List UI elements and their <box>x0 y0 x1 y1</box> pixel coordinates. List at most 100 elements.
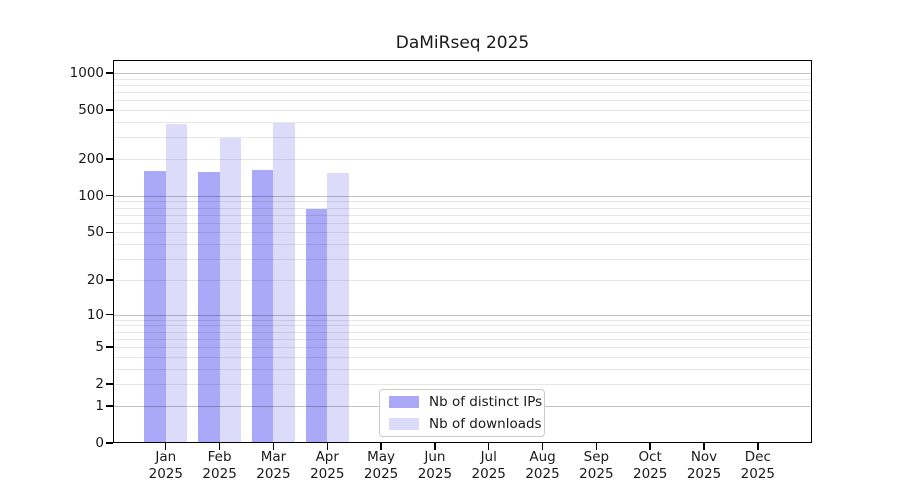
x-tick-label: May 2025 <box>349 449 413 483</box>
x-tick-label: Jul 2025 <box>457 449 521 483</box>
minor-gridline <box>113 259 812 261</box>
minor-gridline <box>113 137 812 139</box>
minor-gridline <box>113 158 812 160</box>
y-tick-label: 0 <box>95 435 104 451</box>
minor-gridline <box>113 368 812 370</box>
minor-gridline <box>113 331 812 333</box>
x-tick-year: 2025 <box>417 466 453 482</box>
y-tick-mark <box>106 195 113 197</box>
x-tick-label: Sep 2025 <box>564 449 628 483</box>
y-tick-mark <box>106 231 113 234</box>
x-tick-month: Sep <box>583 449 610 465</box>
legend-swatch-distinct-ips <box>389 396 419 408</box>
minor-gridline <box>113 244 812 246</box>
x-tick-mark <box>380 443 382 450</box>
x-tick-mark <box>326 443 328 450</box>
legend-item-downloads: Nb of downloads <box>389 416 542 432</box>
minor-gridline <box>113 92 812 94</box>
minor-gridline <box>113 121 812 123</box>
x-tick-label: Feb 2025 <box>188 449 252 483</box>
y-tick-mark <box>106 72 113 74</box>
y-tick-label: 20 <box>86 271 104 288</box>
legend-label-distinct-ips: Nb of distinct IPs <box>429 394 543 410</box>
x-tick-mark <box>595 443 598 450</box>
x-tick-label: Nov 2025 <box>672 449 736 483</box>
x-tick-year: 2025 <box>310 466 345 482</box>
x-tick-month: Jun <box>424 449 446 465</box>
x-tick-mark <box>272 443 275 450</box>
y-tick-label: 50 <box>86 224 104 241</box>
legend-item-distinct-ips: Nb of distinct IPs <box>389 394 542 410</box>
x-tick-month: Dec <box>744 449 771 465</box>
x-tick-label: Apr 2025 <box>295 449 359 483</box>
x-tick-month: May <box>367 449 396 465</box>
legend-label-downloads: Nb of downloads <box>429 416 542 432</box>
y-tick-label: 500 <box>78 102 104 119</box>
bar-distinct-ips-jan <box>144 170 166 443</box>
x-tick-year: 2025 <box>256 466 291 482</box>
x-tick-year: 2025 <box>202 466 237 482</box>
chart-title: DaMiRseq 2025 <box>395 33 530 53</box>
minor-gridline <box>113 319 812 321</box>
x-tick-mark <box>165 443 167 450</box>
bar-downloads-apr <box>327 172 349 443</box>
minor-gridline <box>113 232 812 234</box>
major-gridline <box>113 72 812 74</box>
x-tick-label: Jun 2025 <box>403 449 467 483</box>
minor-gridline <box>113 110 812 112</box>
x-tick-year: 2025 <box>740 466 775 482</box>
y-tick-label: 200 <box>78 150 104 167</box>
minor-gridline <box>113 384 812 386</box>
y-tick-mark <box>106 346 113 348</box>
x-tick-month: Jan <box>155 449 177 465</box>
minor-gridline <box>113 214 812 216</box>
x-tick-year: 2025 <box>579 466 614 482</box>
x-tick-year: 2025 <box>632 466 668 482</box>
x-tick-year: 2025 <box>525 466 560 482</box>
x-tick-mark <box>434 443 436 450</box>
x-tick-month: Jul <box>480 449 497 465</box>
bar-downloads-feb <box>219 138 241 443</box>
y-tick-label: 1 <box>95 397 104 414</box>
x-tick-month: Oct <box>638 449 662 465</box>
x-tick-label: Dec 2025 <box>726 449 790 483</box>
legend: Nb of distinct IPs Nb of downloads <box>379 389 545 437</box>
bar-downloads-mar <box>273 123 295 443</box>
x-tick-mark <box>541 443 544 450</box>
x-tick-year: 2025 <box>148 466 183 482</box>
x-tick-month: Nov <box>690 449 718 465</box>
x-tick-month: Aug <box>529 449 556 465</box>
x-tick-year: 2025 <box>686 466 722 482</box>
bar-distinct-ips-mar <box>252 169 274 443</box>
y-tick-label: 5 <box>95 339 104 356</box>
x-tick-label: Oct 2025 <box>618 449 682 483</box>
x-tick-mark <box>703 443 705 450</box>
x-tick-mark <box>649 443 651 450</box>
minor-gridline <box>113 78 812 80</box>
bar-distinct-ips-feb <box>198 171 220 443</box>
y-tick-label: 1000 <box>69 64 104 81</box>
x-tick-mark <box>488 443 490 450</box>
major-gridline <box>113 314 812 316</box>
x-tick-month: Mar <box>260 449 287 465</box>
minor-gridline <box>113 279 812 281</box>
minor-gridline <box>113 325 812 327</box>
minor-gridline <box>113 100 812 102</box>
bar-downloads-jan <box>165 123 188 443</box>
y-tick-mark <box>106 405 113 407</box>
y-tick-mark <box>106 279 113 281</box>
legend-swatch-downloads <box>389 418 419 430</box>
x-tick-label: Mar 2025 <box>241 449 305 483</box>
minor-gridline <box>113 201 812 203</box>
y-tick-label: 2 <box>95 376 104 393</box>
x-tick-label: Aug 2025 <box>511 449 575 483</box>
minor-gridline <box>113 347 812 349</box>
x-tick-mark <box>757 443 759 450</box>
y-tick-mark <box>106 158 113 160</box>
x-tick-year: 2025 <box>471 466 506 482</box>
x-tick-month: Apr <box>315 449 339 465</box>
minor-gridline <box>113 338 812 340</box>
y-tick-mark <box>106 442 113 444</box>
y-tick-mark <box>106 383 113 385</box>
